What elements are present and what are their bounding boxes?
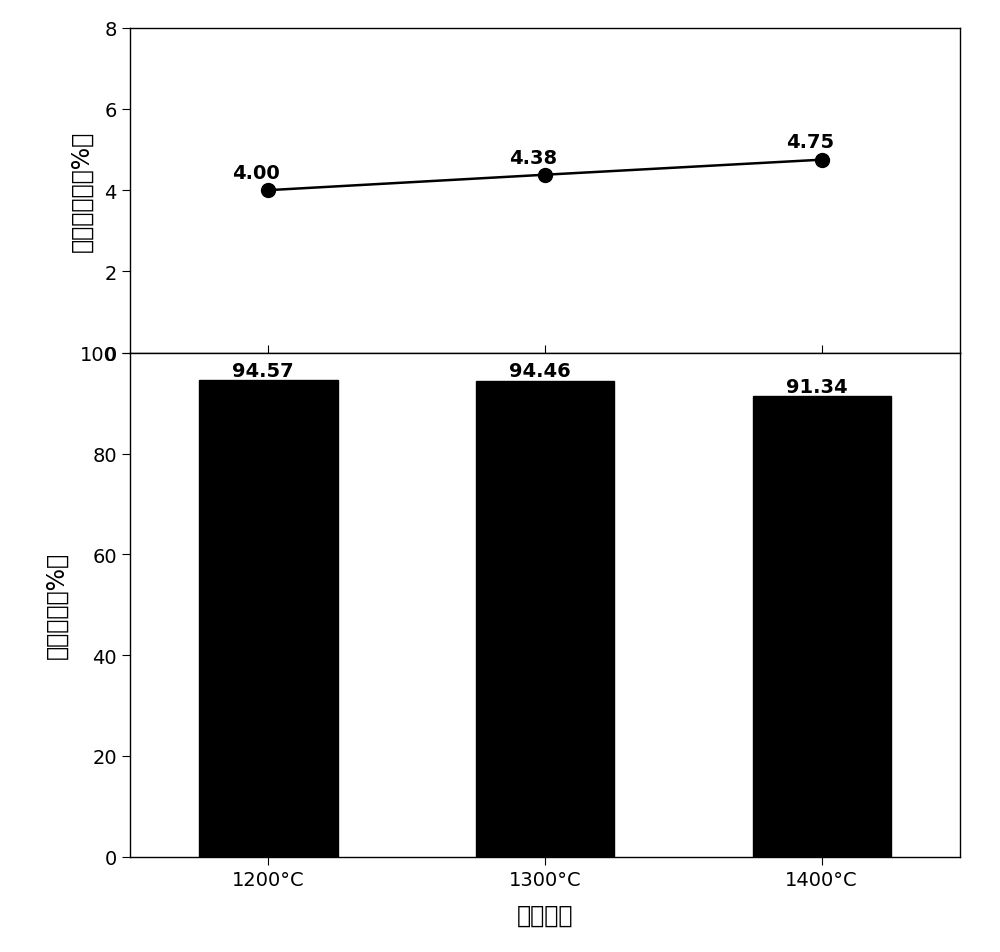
Bar bbox=[753, 397, 891, 857]
Y-axis label: 陶瓷产率（%）: 陶瓷产率（%） bbox=[45, 551, 69, 659]
Text: 91.34: 91.34 bbox=[786, 377, 847, 396]
Text: 4.75: 4.75 bbox=[786, 133, 834, 152]
Text: 4.00: 4.00 bbox=[232, 164, 280, 183]
X-axis label: 烧结温度: 烧结温度 bbox=[517, 902, 573, 927]
Text: 94.46: 94.46 bbox=[509, 362, 571, 381]
Text: 94.57: 94.57 bbox=[232, 361, 294, 380]
Text: 4.38: 4.38 bbox=[509, 149, 557, 168]
Bar bbox=[199, 381, 338, 857]
Y-axis label: 线形收缩率（%）: 线形收缩率（%） bbox=[69, 130, 93, 251]
Bar bbox=[476, 381, 614, 857]
